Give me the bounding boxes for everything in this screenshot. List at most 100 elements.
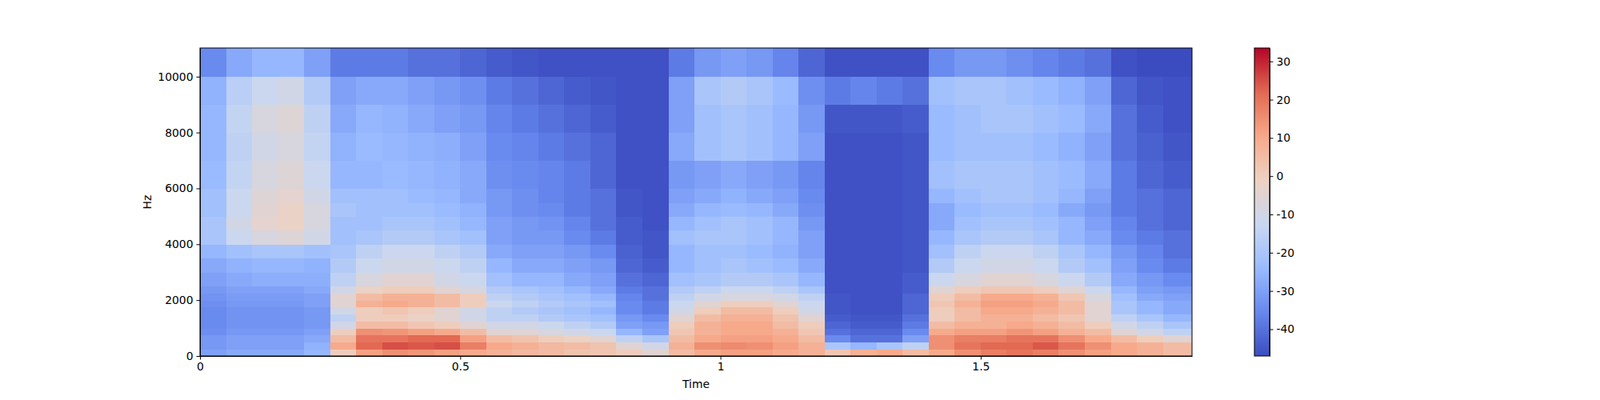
tick-mark	[1269, 252, 1274, 254]
cell	[1032, 258, 1060, 273]
tick: 6000	[164, 181, 200, 195]
cell	[304, 230, 331, 245]
cell	[226, 328, 253, 336]
cell	[616, 202, 643, 217]
cell	[512, 216, 539, 231]
cell	[876, 76, 904, 106]
cell	[356, 244, 383, 259]
cell	[1163, 76, 1192, 106]
cell	[486, 216, 513, 231]
cell	[668, 188, 696, 203]
tick: 4000	[164, 237, 200, 251]
cell	[824, 104, 852, 134]
cell	[356, 307, 383, 315]
cell	[850, 202, 877, 217]
cell	[304, 244, 331, 259]
cell	[1058, 348, 1085, 356]
cell	[876, 188, 904, 203]
cell	[876, 300, 904, 308]
cell	[590, 216, 617, 231]
cell	[1111, 307, 1138, 315]
cell	[824, 48, 852, 77]
cell	[772, 48, 800, 77]
cell	[1058, 258, 1085, 273]
cell	[850, 342, 877, 350]
cell	[434, 188, 461, 203]
cell	[642, 320, 669, 328]
cell	[460, 76, 487, 106]
cell	[304, 202, 331, 217]
cell	[902, 307, 929, 315]
cell	[850, 160, 877, 190]
cell	[356, 160, 383, 190]
cell	[1058, 314, 1085, 322]
cell	[382, 76, 409, 106]
tick-label: 30	[1276, 55, 1292, 68]
cell	[1084, 292, 1112, 300]
cell	[954, 48, 981, 77]
cell	[928, 348, 956, 356]
cell	[902, 258, 929, 273]
cell	[408, 292, 435, 300]
cell	[1163, 292, 1192, 300]
cell	[1032, 292, 1060, 300]
cell	[1006, 335, 1033, 343]
tick-mark	[1269, 329, 1274, 331]
cell	[1163, 286, 1192, 294]
cell	[876, 342, 904, 350]
cell	[850, 272, 877, 287]
cell	[1111, 300, 1138, 308]
cell	[1058, 216, 1085, 231]
cell	[642, 335, 669, 343]
cell	[720, 342, 748, 350]
cell	[746, 76, 773, 106]
cell	[252, 216, 279, 231]
cell	[1136, 244, 1164, 259]
cell	[486, 76, 513, 106]
cell	[798, 272, 825, 287]
cell	[252, 286, 279, 294]
cell	[746, 314, 773, 322]
cell	[954, 342, 981, 350]
cell	[772, 188, 800, 203]
cell	[538, 244, 565, 259]
cell	[590, 104, 617, 134]
cell	[798, 328, 825, 336]
cell	[642, 76, 669, 106]
cell	[382, 48, 409, 77]
cell	[538, 348, 565, 356]
cell	[1136, 286, 1164, 294]
cell	[1136, 48, 1164, 77]
cell	[824, 335, 852, 343]
tick-mark	[460, 356, 461, 360]
cell	[798, 286, 825, 294]
cell	[356, 188, 383, 203]
cell	[382, 188, 409, 203]
cell	[278, 307, 305, 315]
cell	[512, 188, 539, 203]
cell	[746, 307, 773, 315]
cell	[720, 314, 748, 322]
cell	[330, 132, 357, 162]
cell	[434, 292, 461, 300]
cell	[902, 348, 929, 356]
cell	[980, 286, 1008, 294]
cell	[538, 307, 565, 315]
cell	[564, 272, 591, 287]
cell	[486, 300, 513, 308]
cell	[772, 132, 800, 162]
cell	[928, 258, 956, 273]
cell	[668, 230, 696, 245]
cell	[382, 307, 409, 315]
cell	[226, 342, 253, 350]
cell	[928, 104, 956, 134]
cell	[980, 244, 1008, 259]
cell	[1111, 244, 1138, 259]
cell	[538, 314, 565, 322]
cell	[486, 202, 513, 217]
tick: -10	[1269, 208, 1295, 221]
cell	[824, 307, 852, 315]
cell	[850, 76, 877, 106]
cell	[824, 76, 852, 106]
cell	[1084, 202, 1112, 217]
